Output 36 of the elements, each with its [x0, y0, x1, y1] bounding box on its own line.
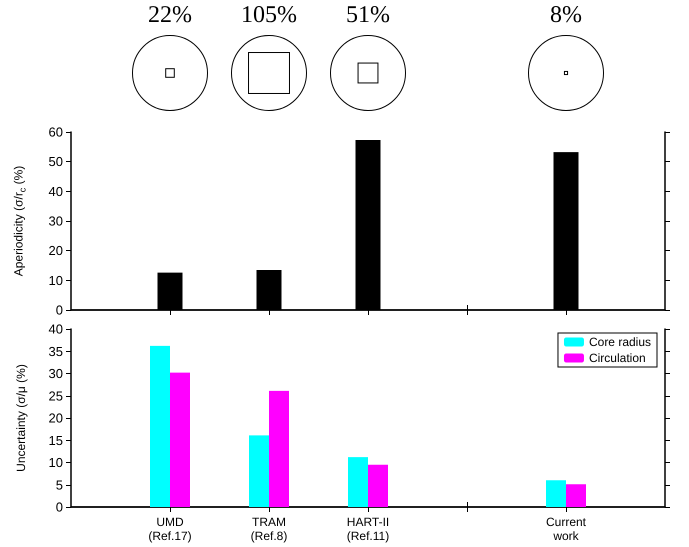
y-tick-label: 25 — [48, 388, 63, 404]
y-tick-label: 15 — [48, 432, 63, 448]
y-tick-label: 40 — [48, 184, 63, 199]
x-tick-label: Current work — [546, 515, 587, 543]
y-axis-title: Uncertainty (σ/μ (%) — [14, 364, 28, 472]
text: 8% — [549, 2, 583, 29]
text: 105% — [240, 2, 298, 29]
bar — [348, 457, 368, 507]
y-tick-label: 5 — [56, 477, 63, 492]
y-tick-label: 0 — [56, 500, 63, 514]
y-tick-label: 10 — [48, 272, 63, 288]
text: 22% — [147, 2, 193, 29]
y-tick-label: 20 — [48, 410, 63, 426]
bar — [150, 346, 170, 507]
y-tick-label: 30 — [48, 366, 63, 381]
bar — [170, 372, 190, 507]
text: 51% — [345, 2, 391, 29]
x-tick-label: TRAM (Ref.8) — [250, 515, 288, 543]
x-tick-label: HART-II (Ref.11) — [346, 515, 390, 543]
bar — [269, 390, 289, 507]
bar — [546, 480, 566, 507]
bar — [566, 484, 586, 507]
y-tick-label: 60 — [48, 124, 63, 140]
y-tick-label: 50 — [48, 154, 63, 170]
y-tick-label: 40 — [48, 322, 63, 336]
legend-label: Core radius — [588, 335, 652, 349]
y-tick-label: 10 — [48, 455, 63, 470]
y-axis-title: Aperiodicity (σ/rc (%) — [12, 166, 28, 276]
bar — [249, 435, 269, 507]
y-tick-label: 30 — [48, 214, 63, 228]
y-tick-label: 0 — [56, 302, 63, 318]
x-tick-label: UMD (Ref.17) — [148, 515, 192, 543]
legend-label: Circulation — [588, 351, 646, 365]
y-tick-label: 20 — [48, 243, 63, 258]
bar — [368, 464, 388, 507]
y-tick-label: 35 — [48, 344, 63, 359]
